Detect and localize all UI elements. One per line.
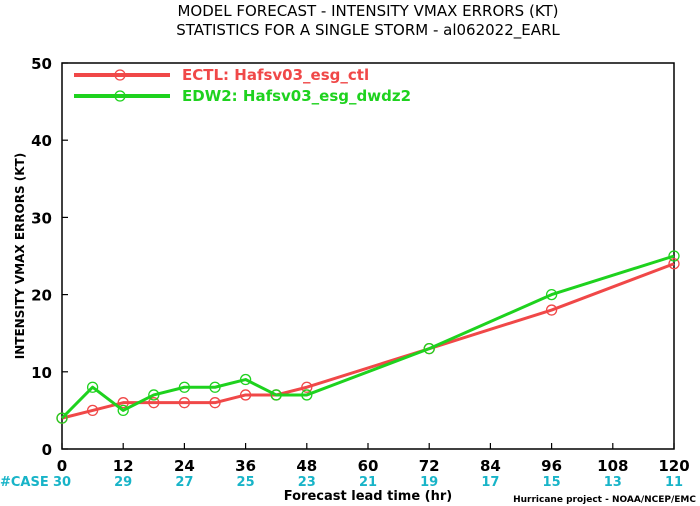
case-count: 21 <box>359 475 377 490</box>
series-line <box>60 254 675 420</box>
case-count: 17 <box>481 475 499 490</box>
x-tick-label: 96 <box>541 457 562 475</box>
data-point <box>86 404 99 417</box>
case-count: 29 <box>114 475 132 490</box>
case-count: 13 <box>604 475 622 490</box>
data-point <box>301 389 313 401</box>
y-tick-label: 40 <box>31 132 52 150</box>
x-tick-label: 60 <box>358 457 379 475</box>
x-tick-label: 36 <box>235 457 256 475</box>
x-axis-label: Forecast lead time (hr) <box>284 489 452 504</box>
data-point <box>86 381 99 393</box>
case-label: #CASE <box>0 475 49 490</box>
y-tick-label: 0 <box>42 441 52 459</box>
y-tick-label: 20 <box>31 287 52 305</box>
legend-label: ECTL: Hafsv03_esg_ctl <box>182 66 369 84</box>
x-tick-label: 0 <box>57 457 67 475</box>
x-tick-label: 120 <box>658 457 689 475</box>
x-tick-label: 84 <box>480 457 501 475</box>
chart-title: MODEL FORECAST - INTENSITY VMAX ERRORS (… <box>177 2 558 20</box>
data-point <box>148 389 160 401</box>
x-tick-label: 108 <box>597 457 628 475</box>
x-axis: 0 12 24 36 48 60 72 84 96 108 120 <box>57 443 690 475</box>
plot-area <box>61 62 675 450</box>
data-point <box>668 250 680 262</box>
legend-marker <box>114 69 126 81</box>
case-count: 30 <box>53 475 71 490</box>
case-count: 11 <box>665 475 683 490</box>
data-point <box>56 412 68 424</box>
y-tick-label: 30 <box>31 209 52 227</box>
y-tick-label: 50 <box>31 55 52 73</box>
data-point <box>545 288 558 301</box>
data-point <box>270 389 282 401</box>
data-point <box>117 397 129 409</box>
y-axis: 0 10 20 30 40 50 <box>31 55 68 459</box>
data-point <box>178 397 191 409</box>
data-point <box>209 381 221 393</box>
credit-text: Hurricane project - NOAA/NCEP/EMC <box>513 495 696 505</box>
data-point <box>301 381 313 393</box>
x-tick-label: 24 <box>174 457 195 475</box>
data-point <box>148 397 160 409</box>
series-edw2 <box>56 250 680 424</box>
legend: ECTL: Hafsv03_esg_ctl EDW2: Hafsv03_esg_d… <box>74 66 411 105</box>
x-tick-label: 48 <box>296 457 317 475</box>
case-count: 27 <box>175 475 193 490</box>
case-count: 23 <box>298 475 316 490</box>
case-count-row: #CASE 30 29 27 25 23 21 19 17 15 13 11 <box>0 475 683 490</box>
x-tick-label: 72 <box>419 457 440 475</box>
x-tick-label: 12 <box>113 457 134 475</box>
case-count: 25 <box>237 475 255 490</box>
y-axis-label: INTENSITY VMAX ERRORS (KT) <box>13 153 27 359</box>
data-point <box>239 373 252 386</box>
legend-label: EDW2: Hafsv03_esg_dwdz2 <box>182 87 411 105</box>
data-point <box>668 258 680 270</box>
data-point <box>239 389 252 401</box>
chart-subtitle: STATISTICS FOR A SINGLE STORM - al062022… <box>176 21 560 40</box>
legend-marker <box>114 90 126 102</box>
data-point <box>117 404 129 417</box>
case-count: 19 <box>420 475 438 490</box>
data-point <box>423 342 435 355</box>
data-point <box>209 397 221 409</box>
case-count: 15 <box>543 475 561 490</box>
data-point <box>178 381 191 393</box>
data-point <box>545 304 558 316</box>
y-tick-label: 10 <box>31 364 52 382</box>
series-layer <box>56 250 680 424</box>
